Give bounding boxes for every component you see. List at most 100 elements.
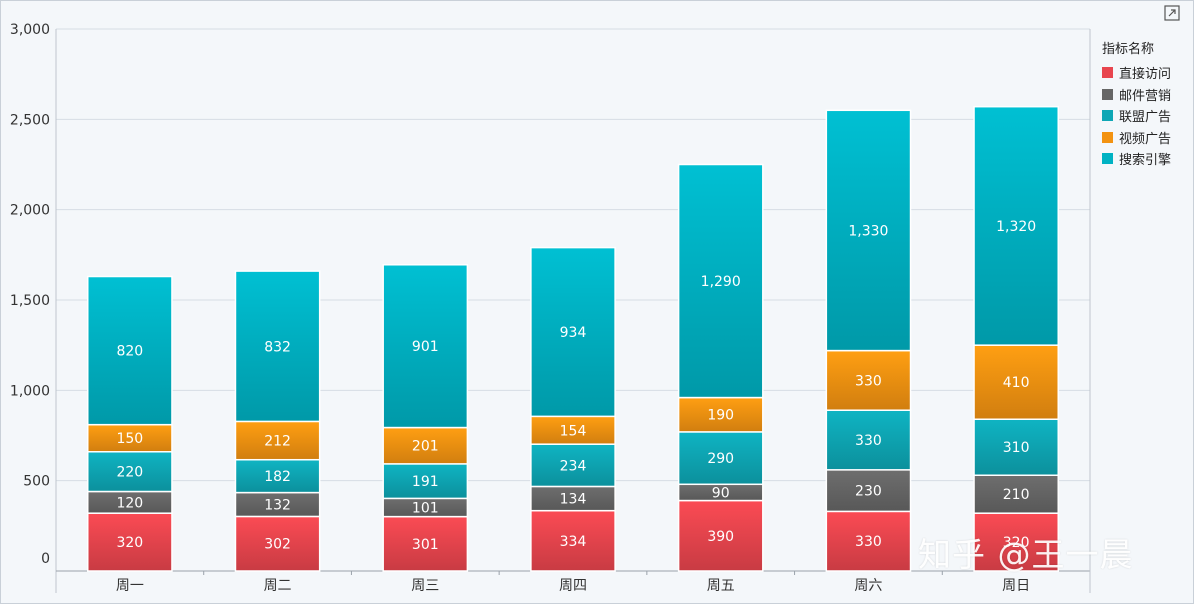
data-label: 191: [412, 474, 439, 490]
bar-segment[interactable]: [530, 246, 616, 418]
axes: 0 500 1,000 1,500 2,000 2,500 3,000 周一 周二 周三 周四 周五 周…: [10, 22, 1091, 594]
bars: [87, 105, 1059, 572]
bar-segment[interactable]: [382, 463, 469, 500]
legend: 指标名称 直接访问邮件营销联盟广告视频广告搜索引擎: [1102, 38, 1190, 170]
bar-segment[interactable]: [677, 499, 764, 572]
bar-segment[interactable]: [825, 349, 912, 411]
legend-item[interactable]: 视频广告: [1102, 127, 1190, 149]
bar-segment[interactable]: [234, 420, 321, 461]
y-tick-label: 0: [41, 551, 50, 567]
legend-item[interactable]: 搜索引擎: [1102, 148, 1190, 170]
bar-segment[interactable]: [825, 510, 912, 572]
bar-segment[interactable]: [530, 509, 616, 572]
data-label: 1,290: [701, 274, 741, 290]
data-label: 182: [264, 469, 291, 485]
bar-segment[interactable]: [973, 512, 1059, 572]
legend-swatch: [1102, 153, 1113, 165]
bar-segment[interactable]: [973, 418, 1059, 476]
data-label: 1,330: [848, 223, 888, 239]
y-tick-label: 500: [23, 474, 50, 490]
data-label: 330: [855, 534, 882, 550]
data-label: 330: [855, 373, 882, 389]
x-tick-label: 周一: [116, 578, 144, 594]
watermark: 知乎 @王一晨: [918, 535, 1134, 574]
legend-label: 邮件营销: [1119, 88, 1172, 104]
x-tick-label: 周二: [264, 578, 292, 594]
data-label: 234: [560, 458, 587, 474]
bar-segment[interactable]: [382, 426, 469, 465]
legend-item[interactable]: 联盟广告: [1102, 105, 1190, 127]
bar-segment[interactable]: [87, 275, 173, 426]
data-label: 132: [264, 498, 291, 514]
data-label: 210: [1003, 487, 1030, 503]
x-tick-label: 周三: [411, 578, 439, 594]
legend-label: 视频广告: [1119, 131, 1172, 147]
data-label: 230: [855, 484, 882, 500]
bar-segment[interactable]: [677, 396, 764, 433]
data-label: 302: [264, 537, 291, 553]
legend-label: 直接访问: [1119, 67, 1172, 83]
bar-segment[interactable]: [234, 515, 321, 572]
bar-segment[interactable]: [87, 423, 173, 453]
data-label: 201: [412, 439, 439, 455]
y-tick-label: 2,500: [10, 112, 50, 128]
x-tick-label: 周四: [559, 578, 587, 594]
bar-segment[interactable]: [382, 515, 469, 572]
data-label: 310: [1003, 440, 1030, 456]
data-labels: 320 120 220 150 820 302 132 182 212 832 301 101 191 2…: [116, 219, 1036, 553]
bar-segment[interactable]: [677, 431, 764, 486]
data-label: 330: [855, 433, 882, 449]
data-label: 134: [560, 492, 587, 508]
bar-segment[interactable]: [234, 270, 321, 423]
data-label: 150: [116, 431, 143, 447]
grid-lines: [56, 28, 1090, 482]
legend-swatch: [1102, 67, 1113, 79]
bar-segment[interactable]: [677, 163, 764, 399]
data-label: 334: [560, 534, 587, 550]
data-label: 832: [264, 339, 291, 355]
y-tick-label: 1,000: [10, 383, 50, 399]
data-label: 901: [412, 339, 439, 355]
data-label: 1,320: [996, 219, 1036, 235]
x-tick-label: 周日: [1002, 578, 1030, 594]
bar-segment[interactable]: [234, 458, 321, 494]
bar-segment[interactable]: [973, 105, 1059, 346]
data-label: 320: [116, 535, 143, 551]
legend-swatch: [1102, 131, 1113, 143]
bar-segment[interactable]: [825, 109, 912, 352]
y-tick-label: 3,000: [10, 22, 50, 38]
legend-item[interactable]: 直接访问: [1102, 62, 1190, 84]
data-label: 820: [116, 344, 143, 360]
legend-item[interactable]: 邮件营销: [1102, 84, 1190, 106]
data-label: 212: [264, 434, 291, 450]
data-label: 301: [412, 537, 439, 553]
data-label: 101: [412, 500, 439, 516]
x-tick-label: 周五: [707, 578, 735, 594]
data-label: 410: [1003, 375, 1030, 391]
data-label: 934: [560, 325, 587, 341]
bar-segment[interactable]: [530, 485, 616, 512]
data-label: 320: [1003, 535, 1030, 551]
data-label: 220: [116, 465, 143, 481]
y-tick-label: 2,000: [10, 203, 50, 219]
legend-title: 指标名称: [1102, 42, 1155, 57]
bar-segment[interactable]: [825, 409, 912, 471]
data-label: 90: [712, 485, 730, 501]
data-label: 120: [116, 495, 143, 511]
x-tick-label: 周六: [854, 578, 882, 594]
legend-swatch: [1102, 88, 1113, 100]
expand-icon[interactable]: [1163, 4, 1181, 22]
bar-segment[interactable]: [530, 443, 616, 488]
legend-label: 搜索引擎: [1119, 153, 1172, 169]
data-label: 154: [560, 423, 587, 439]
legend-swatch: [1102, 110, 1113, 122]
y-tick-label: 1,500: [10, 293, 50, 309]
legend-label: 联盟广告: [1119, 110, 1172, 126]
data-label: 190: [707, 408, 734, 424]
data-label: 390: [707, 529, 734, 545]
bar-segment[interactable]: [382, 264, 469, 429]
bar-segment[interactable]: [87, 451, 173, 493]
bar-segment[interactable]: [973, 344, 1059, 420]
data-label: 290: [707, 451, 734, 467]
